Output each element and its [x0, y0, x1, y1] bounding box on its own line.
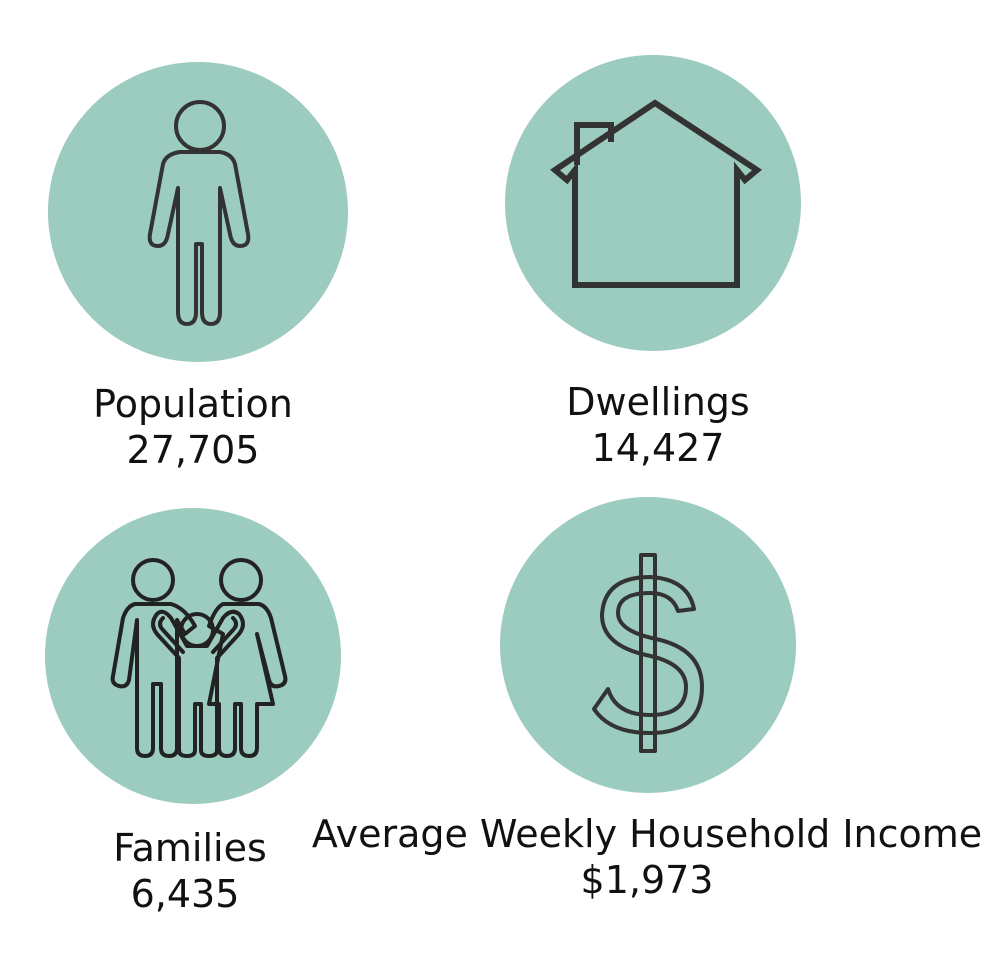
population-label: Population 27,705	[93, 382, 293, 473]
dwellings-label: Dwellings 14,427	[566, 380, 749, 471]
dwellings-title: Dwellings	[566, 380, 750, 424]
income-value: $1,973	[580, 857, 714, 902]
families-title: Families	[113, 826, 267, 870]
family-icon	[110, 558, 288, 758]
dollar-icon	[592, 553, 704, 753]
income-label: Average Weekly Household Income $1,973	[312, 812, 982, 903]
families-circle	[45, 508, 341, 804]
dwellings-value: 14,427	[591, 425, 725, 470]
population-circle	[48, 62, 348, 362]
population-title: Population	[93, 382, 293, 426]
person-icon	[147, 100, 251, 326]
families-label: Families 6,435	[113, 826, 267, 917]
population-value: 27,705	[126, 427, 260, 472]
house-icon	[550, 99, 763, 288]
families-value: 6,435	[130, 871, 240, 916]
dwellings-circle	[505, 55, 801, 351]
income-title: Average Weekly Household Income	[311, 812, 983, 856]
income-circle	[500, 497, 796, 793]
